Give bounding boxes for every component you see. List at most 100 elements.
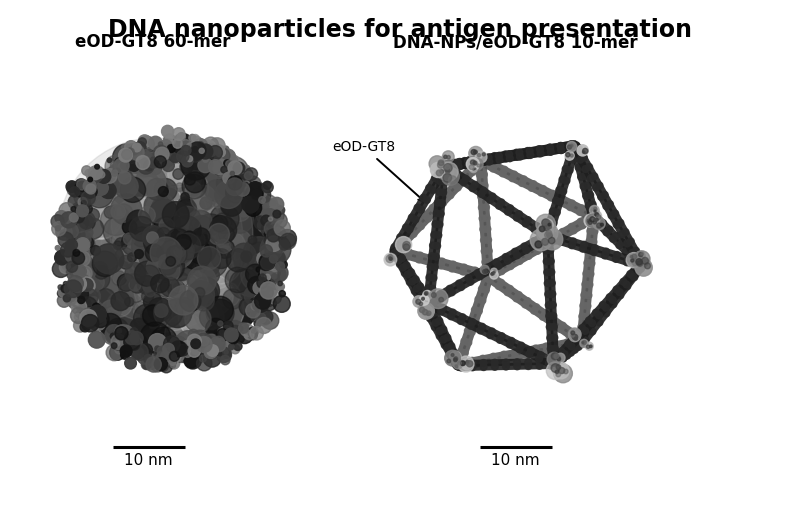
Circle shape <box>54 250 70 265</box>
Circle shape <box>111 331 128 347</box>
Circle shape <box>580 183 587 190</box>
Circle shape <box>466 157 473 164</box>
Circle shape <box>549 290 556 297</box>
Circle shape <box>588 217 595 224</box>
Circle shape <box>241 176 246 182</box>
Circle shape <box>438 199 446 207</box>
Circle shape <box>538 223 554 239</box>
Circle shape <box>244 176 262 193</box>
Circle shape <box>150 274 169 293</box>
Circle shape <box>136 154 150 169</box>
Circle shape <box>406 279 413 285</box>
Circle shape <box>498 268 505 275</box>
Circle shape <box>263 252 277 267</box>
Circle shape <box>493 259 500 266</box>
Circle shape <box>430 163 446 178</box>
Circle shape <box>249 198 253 203</box>
Circle shape <box>156 232 194 271</box>
Circle shape <box>139 265 160 286</box>
Circle shape <box>199 254 234 289</box>
Circle shape <box>573 145 579 153</box>
Circle shape <box>430 299 437 307</box>
Circle shape <box>574 144 581 151</box>
Circle shape <box>115 195 213 292</box>
Circle shape <box>557 356 560 360</box>
Circle shape <box>528 347 534 353</box>
Circle shape <box>428 304 435 310</box>
Circle shape <box>559 195 566 202</box>
Circle shape <box>498 279 505 286</box>
Circle shape <box>254 320 261 327</box>
Circle shape <box>467 161 474 168</box>
Circle shape <box>602 305 610 311</box>
Circle shape <box>56 250 70 264</box>
Circle shape <box>174 133 190 149</box>
Circle shape <box>570 238 577 245</box>
Circle shape <box>280 261 287 268</box>
Circle shape <box>582 340 586 344</box>
Circle shape <box>426 311 431 316</box>
Circle shape <box>84 316 96 328</box>
Circle shape <box>445 165 452 172</box>
Circle shape <box>546 218 553 225</box>
Circle shape <box>645 263 650 269</box>
Circle shape <box>584 182 591 189</box>
Circle shape <box>168 281 186 298</box>
Circle shape <box>252 248 278 275</box>
Circle shape <box>146 178 168 200</box>
Circle shape <box>74 189 91 206</box>
Circle shape <box>107 158 112 163</box>
Circle shape <box>638 259 645 265</box>
Circle shape <box>127 253 137 262</box>
Circle shape <box>569 328 581 341</box>
Circle shape <box>154 253 181 280</box>
Circle shape <box>535 146 542 153</box>
Circle shape <box>516 211 522 218</box>
Circle shape <box>275 227 280 232</box>
Circle shape <box>462 359 472 370</box>
Circle shape <box>232 243 256 267</box>
Circle shape <box>547 357 554 363</box>
Circle shape <box>557 198 563 205</box>
Circle shape <box>556 372 561 377</box>
Circle shape <box>259 257 273 271</box>
Circle shape <box>461 338 468 344</box>
Circle shape <box>474 158 480 165</box>
Circle shape <box>504 257 511 264</box>
Circle shape <box>563 369 568 374</box>
Circle shape <box>543 258 550 265</box>
Circle shape <box>234 199 253 217</box>
Circle shape <box>194 283 218 307</box>
Circle shape <box>431 175 438 181</box>
Circle shape <box>82 315 99 332</box>
Circle shape <box>236 329 240 333</box>
Circle shape <box>145 264 154 273</box>
Circle shape <box>482 204 490 211</box>
Circle shape <box>477 182 484 189</box>
Circle shape <box>65 251 75 262</box>
Circle shape <box>244 329 249 334</box>
Circle shape <box>75 179 87 191</box>
Circle shape <box>455 358 462 365</box>
Circle shape <box>631 274 638 281</box>
Circle shape <box>199 148 204 154</box>
Circle shape <box>86 180 114 208</box>
Circle shape <box>486 158 493 165</box>
Circle shape <box>69 299 78 308</box>
Circle shape <box>630 259 634 262</box>
Circle shape <box>162 361 167 366</box>
Circle shape <box>223 172 234 184</box>
Circle shape <box>552 361 559 368</box>
Circle shape <box>579 313 586 320</box>
Circle shape <box>218 328 226 336</box>
Circle shape <box>512 248 518 255</box>
Circle shape <box>145 287 155 297</box>
Circle shape <box>504 289 511 295</box>
Circle shape <box>516 149 522 156</box>
Circle shape <box>506 285 514 292</box>
Circle shape <box>83 204 92 214</box>
Circle shape <box>82 311 87 316</box>
Circle shape <box>113 144 140 171</box>
Circle shape <box>156 201 179 225</box>
Circle shape <box>102 169 117 183</box>
